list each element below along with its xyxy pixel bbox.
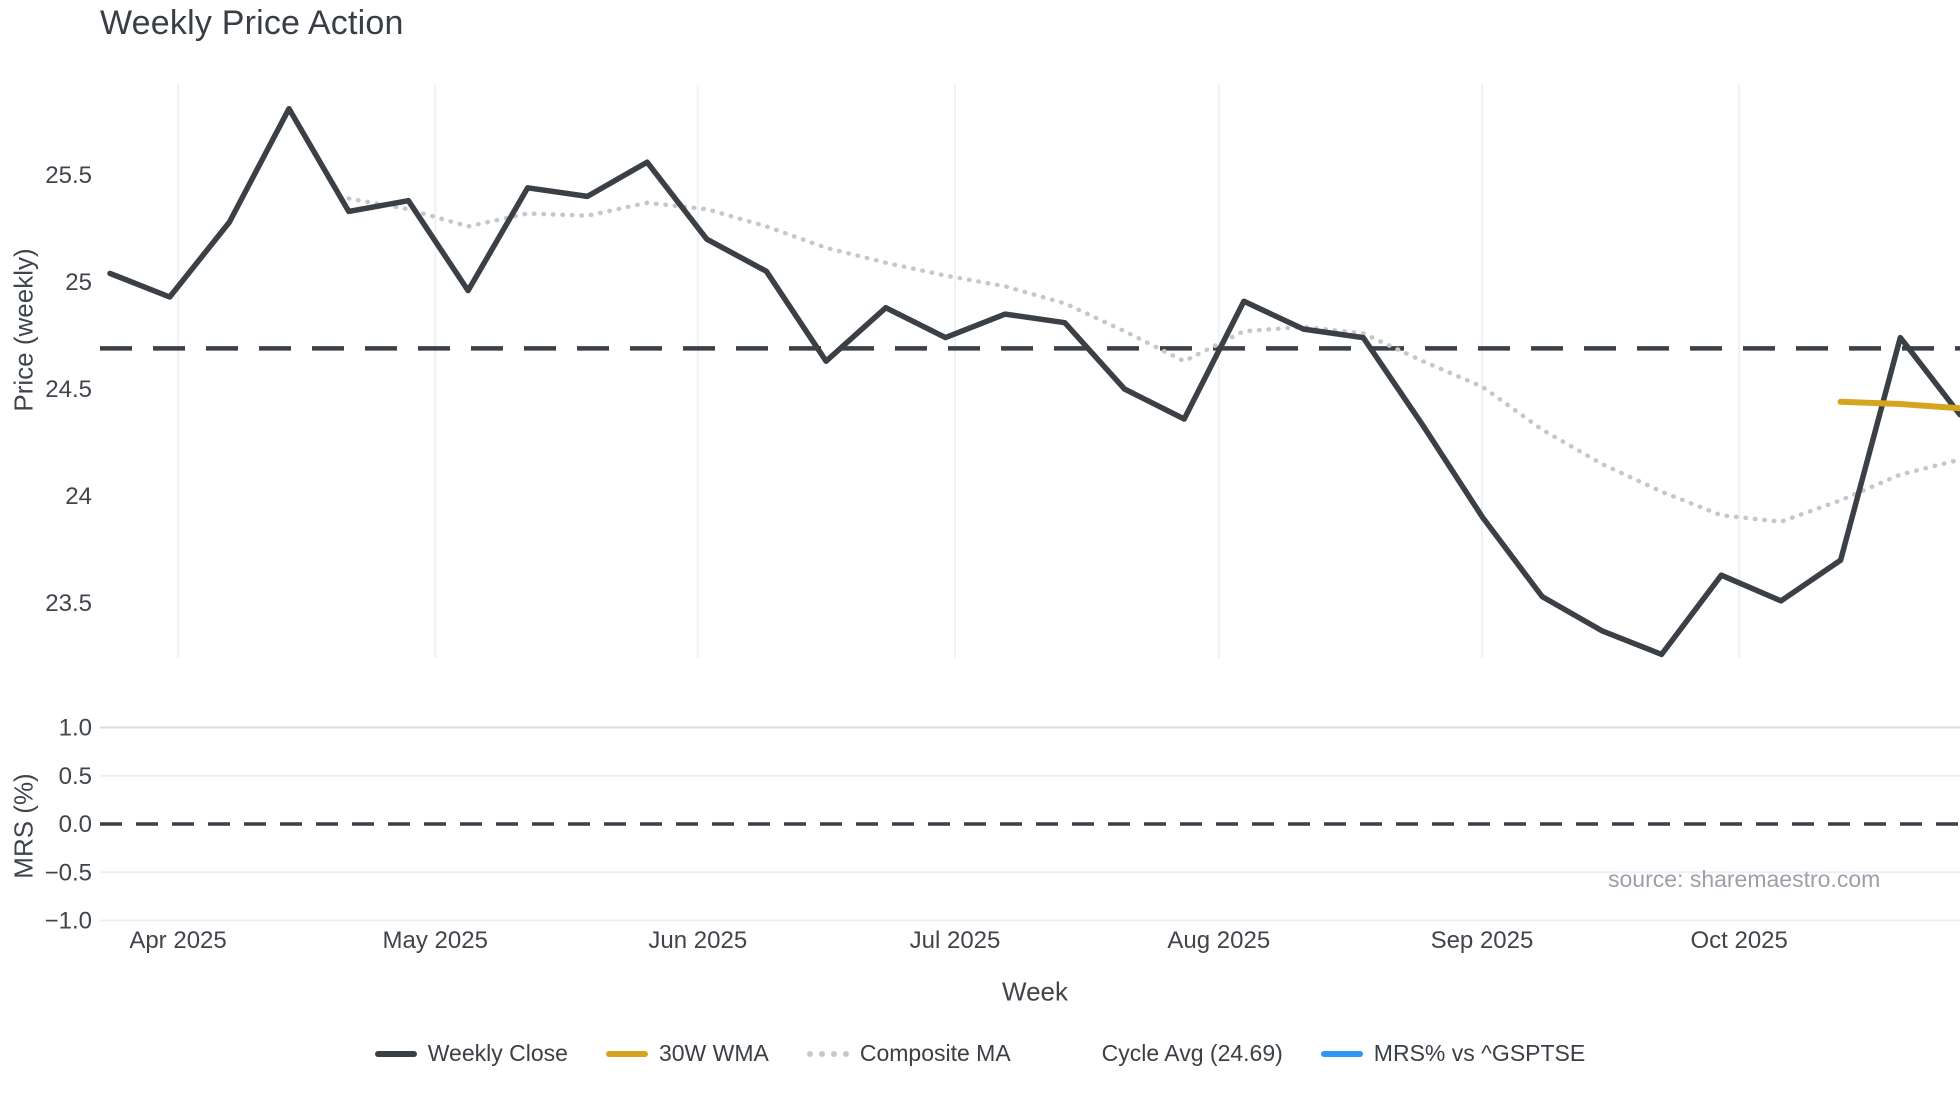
mrs-tick-label: 1.0 (59, 715, 92, 742)
legend-label-cycle-avg: Cycle Avg (24.69) (1101, 1040, 1283, 1066)
legend-item-30w-wma[interactable]: 30W WMA (605, 1040, 769, 1067)
legend-swatch-mrs-gsptse (1320, 1050, 1363, 1057)
legend-item-cycle-avg[interactable]: Cycle Avg (24.69) (1049, 1040, 1283, 1067)
x-tick-label: Jul 2025 (910, 927, 1001, 954)
price-tick-label: 25.5 (45, 162, 92, 189)
price-tick-label: 24 (65, 483, 92, 510)
x-tick-label: Aug 2025 (1167, 927, 1270, 954)
series-composite-ma-line (346, 196, 1960, 524)
series-weekly-close-line (107, 105, 1960, 658)
legend-swatch-weekly-close (374, 1050, 417, 1057)
legend-label-30w-wma: 30W WMA (658, 1040, 769, 1066)
x-tick-label: May 2025 (383, 927, 488, 954)
legend-label-weekly-close: Weekly Close (427, 1040, 568, 1066)
legend: Weekly Close 30W WMA Composite MA Cycle Avg… (0, 1040, 1960, 1067)
price-tick-label: 24.5 (45, 376, 92, 403)
chart-title: Weekly Price Action (100, 4, 404, 42)
legend-item-weekly-close[interactable]: Weekly Close (374, 1040, 568, 1067)
source-note: source: sharemaestro.com (1608, 866, 1881, 892)
legend-swatch-30w-wma (605, 1050, 648, 1057)
legend-label-mrs-gsptse: MRS% vs ^GSPTSE (1373, 1040, 1586, 1066)
x-tick-label: Sep 2025 (1431, 927, 1534, 954)
x-tick-label: Apr 2025 (129, 927, 226, 954)
legend-swatch-composite-ma (806, 1050, 849, 1057)
mrs-tick-label: 0.5 (59, 763, 92, 790)
x-axis-title: Week (1002, 976, 1068, 1007)
x-tick-label: Jun 2025 (648, 927, 747, 954)
series-30w-wma-line (1837, 398, 1960, 412)
legend-swatch-cycle-avg (1049, 1051, 1091, 1057)
legend-item-mrs-gsptse[interactable]: MRS% vs ^GSPTSE (1320, 1040, 1586, 1067)
mrs-tick-label: −0.5 (45, 859, 92, 886)
mrs-tick-label: −1.0 (45, 908, 92, 935)
x-tick-label: Oct 2025 (1690, 927, 1787, 954)
price-tick-label: 25 (65, 269, 92, 296)
price-tick-label: 23.5 (45, 590, 92, 617)
legend-label-composite-ma: Composite MA (859, 1040, 1011, 1066)
mrs-tick-label: 0.0 (59, 811, 92, 838)
legend-item-composite-ma[interactable]: Composite MA (806, 1040, 1011, 1067)
